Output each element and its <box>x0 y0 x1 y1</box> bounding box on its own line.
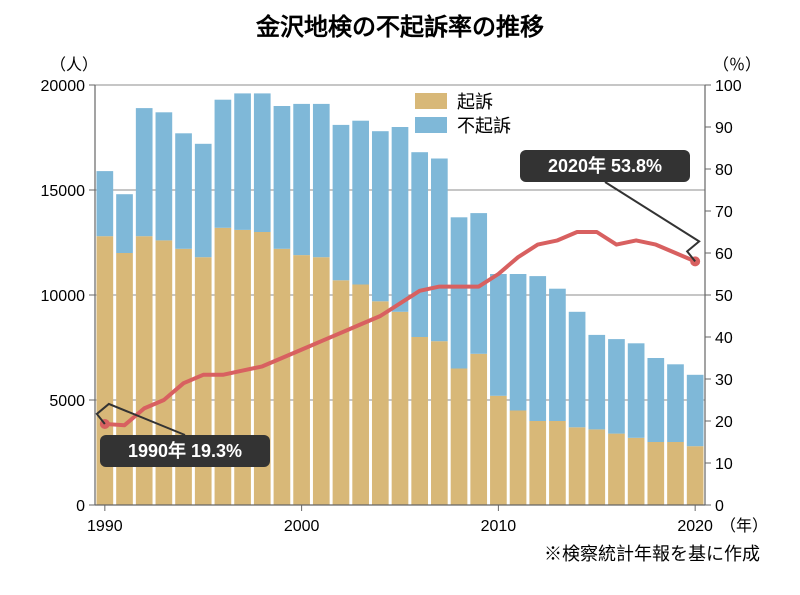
bar-prosecuted <box>608 434 625 505</box>
bar-not-prosecuted <box>156 112 173 240</box>
y-right-tick: 100 <box>715 78 742 95</box>
bar-not-prosecuted <box>569 312 586 428</box>
bar-not-prosecuted <box>411 152 428 337</box>
bar-prosecuted <box>628 438 645 505</box>
y-left-label: （人） <box>50 56 98 74</box>
bar-prosecuted <box>687 446 704 505</box>
bar-prosecuted <box>490 396 507 505</box>
bar-not-prosecuted <box>588 335 605 430</box>
bar-prosecuted <box>529 421 546 505</box>
y-right-tick: 60 <box>715 246 733 263</box>
bar-prosecuted <box>451 369 468 506</box>
x-tick: 2000 <box>284 518 320 535</box>
x-label: （年） <box>720 517 768 535</box>
bar-prosecuted <box>372 301 389 505</box>
legend-swatch-not-prosecuted <box>415 117 447 133</box>
y-left-tick: 20000 <box>41 78 86 95</box>
y-left-tick: 0 <box>76 498 85 515</box>
bar-not-prosecuted <box>608 339 625 434</box>
bar-prosecuted <box>510 411 527 506</box>
bar-not-prosecuted <box>529 276 546 421</box>
bar-prosecuted <box>431 341 448 505</box>
bar-not-prosecuted <box>352 121 369 285</box>
bar-prosecuted <box>411 337 428 505</box>
y-right-tick: 90 <box>715 120 733 137</box>
bar-not-prosecuted <box>97 171 114 236</box>
x-tick: 1990 <box>87 518 123 535</box>
bar-not-prosecuted <box>215 100 232 228</box>
chart-svg: 金沢地検の不起訴率の推移 0 5000 10000 15000 20000 0 10 20 30 4… <box>0 0 800 595</box>
bar-not-prosecuted <box>372 131 389 301</box>
y-right-tick: 30 <box>715 372 733 389</box>
callout-end-text: 2020年 53.8% <box>548 155 662 176</box>
bar-not-prosecuted <box>490 274 507 396</box>
y-right-tick: 10 <box>715 456 733 473</box>
bar-not-prosecuted <box>293 104 310 255</box>
bar-not-prosecuted <box>274 106 291 249</box>
bar-prosecuted <box>647 442 664 505</box>
y-right-tick: 20 <box>715 414 733 431</box>
y-right-tick: 40 <box>715 330 733 347</box>
bar-not-prosecuted <box>392 127 409 312</box>
bar-not-prosecuted <box>175 133 192 249</box>
bar-prosecuted <box>313 257 330 505</box>
y-right-label: （％） <box>713 56 761 74</box>
bar-not-prosecuted <box>667 364 684 442</box>
bar-not-prosecuted <box>647 358 664 442</box>
bar-prosecuted <box>333 280 350 505</box>
legend-swatch-prosecuted <box>415 93 447 109</box>
bar-not-prosecuted <box>254 93 271 232</box>
bar-prosecuted <box>549 421 566 505</box>
bar-not-prosecuted <box>136 108 153 236</box>
callout-start-text: 1990年 19.3% <box>128 440 242 461</box>
bar-not-prosecuted <box>195 144 212 257</box>
bar-not-prosecuted <box>451 217 468 368</box>
bar-prosecuted <box>116 253 133 505</box>
y-left-tick: 10000 <box>41 288 86 305</box>
bar-not-prosecuted <box>234 93 251 230</box>
bar-not-prosecuted <box>431 159 448 342</box>
bar-not-prosecuted <box>687 375 704 446</box>
chart-container: 金沢地検の不起訴率の推移 0 5000 10000 15000 20000 0 10 20 30 4… <box>0 0 800 595</box>
bar-prosecuted <box>392 312 409 505</box>
legend-label-prosecuted: 起訴 <box>457 92 493 112</box>
x-tick: 2020 <box>677 518 713 535</box>
bar-prosecuted <box>569 427 586 505</box>
bar-not-prosecuted <box>549 289 566 421</box>
y-left-tick: 5000 <box>49 393 85 410</box>
bar-not-prosecuted <box>116 194 133 253</box>
bar-prosecuted <box>352 285 369 506</box>
bar-not-prosecuted <box>333 125 350 280</box>
bar-not-prosecuted <box>628 343 645 438</box>
bar-not-prosecuted <box>313 104 330 257</box>
bar-prosecuted <box>667 442 684 505</box>
legend-label-not-prosecuted: 不起訴 <box>457 116 511 136</box>
y-right-tick: 80 <box>715 162 733 179</box>
footnote: ※検察統計年報を基に作成 <box>544 544 760 564</box>
bar-prosecuted <box>195 257 212 505</box>
bar-prosecuted <box>274 249 291 505</box>
bar-not-prosecuted <box>510 274 527 411</box>
bar-prosecuted <box>470 354 487 505</box>
chart-title: 金沢地検の不起訴率の推移 <box>255 13 544 41</box>
x-tick: 2010 <box>481 518 517 535</box>
y-left-tick: 15000 <box>41 183 86 200</box>
bar-prosecuted <box>588 429 605 505</box>
bar-prosecuted <box>293 255 310 505</box>
y-right-tick: 50 <box>715 288 733 305</box>
y-right-tick: 70 <box>715 204 733 221</box>
y-right-tick: 0 <box>715 498 724 515</box>
